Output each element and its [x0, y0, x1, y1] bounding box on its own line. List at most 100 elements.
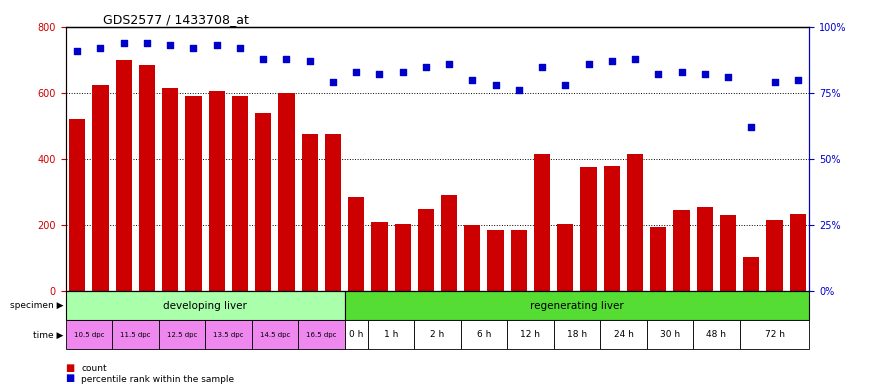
Bar [534, 154, 550, 291]
Text: 12 h: 12 h [521, 330, 541, 339]
Point [442, 61, 456, 67]
Bar [325, 134, 341, 291]
Bar [255, 113, 271, 291]
Point [536, 63, 550, 70]
Point [233, 45, 247, 51]
Bar [739, 320, 809, 349]
Point [186, 45, 200, 51]
Bar [205, 320, 252, 349]
Bar [139, 65, 155, 291]
Text: 72 h: 72 h [765, 330, 785, 339]
Bar [465, 225, 480, 291]
Text: 30 h: 30 h [660, 330, 680, 339]
Bar [66, 320, 112, 349]
Bar [650, 227, 667, 291]
Bar [674, 210, 690, 291]
Text: 11.5 dpc: 11.5 dpc [120, 332, 150, 338]
Point [791, 77, 805, 83]
Bar [302, 134, 318, 291]
Text: developing liver: developing liver [163, 301, 247, 311]
Point [116, 40, 130, 46]
Point [140, 40, 154, 46]
Bar [158, 320, 205, 349]
Bar [693, 320, 739, 349]
Point [651, 71, 665, 78]
Bar [368, 320, 414, 349]
Point [628, 56, 642, 62]
Text: 1 h: 1 h [384, 330, 398, 339]
Point [582, 61, 596, 67]
Text: 18 h: 18 h [567, 330, 587, 339]
Bar [507, 320, 554, 349]
Text: ■: ■ [66, 362, 75, 372]
Bar [112, 320, 158, 349]
Bar [345, 320, 368, 349]
Bar [66, 291, 345, 320]
Bar [232, 96, 248, 291]
Bar [626, 154, 643, 291]
Bar [511, 230, 527, 291]
Text: ■: ■ [66, 373, 75, 383]
Text: 14.5 dpc: 14.5 dpc [260, 332, 290, 338]
Point [767, 79, 781, 86]
Bar [557, 223, 573, 291]
Point [558, 82, 572, 88]
Bar [580, 167, 597, 291]
Bar [278, 93, 295, 291]
Bar [414, 320, 461, 349]
Point [373, 71, 387, 78]
Bar [696, 207, 713, 291]
Text: 6 h: 6 h [477, 330, 491, 339]
Text: 24 h: 24 h [613, 330, 634, 339]
Bar [208, 91, 225, 291]
Point [70, 48, 84, 54]
Bar [395, 223, 410, 291]
Bar [647, 320, 693, 349]
Text: 2 h: 2 h [430, 330, 444, 339]
Point [279, 56, 293, 62]
Bar [116, 60, 132, 291]
Bar [600, 320, 647, 349]
Point [396, 69, 410, 75]
Text: 12.5 dpc: 12.5 dpc [166, 332, 197, 338]
Bar [348, 197, 364, 291]
Bar [252, 320, 298, 349]
Bar [554, 320, 600, 349]
Bar [298, 320, 345, 349]
Bar [186, 96, 201, 291]
Text: 13.5 dpc: 13.5 dpc [214, 332, 243, 338]
Bar [69, 119, 86, 291]
Text: 10.5 dpc: 10.5 dpc [74, 332, 104, 338]
Point [488, 82, 502, 88]
Bar [487, 230, 504, 291]
Point [419, 63, 433, 70]
Point [256, 56, 270, 62]
Text: GDS2577 / 1433708_at: GDS2577 / 1433708_at [103, 13, 248, 26]
Point [512, 87, 526, 93]
Point [605, 58, 619, 65]
Point [349, 69, 363, 75]
Bar [441, 195, 458, 291]
Bar [789, 214, 806, 291]
Point [675, 69, 689, 75]
Bar [720, 215, 736, 291]
Point [303, 58, 317, 65]
Bar [93, 85, 108, 291]
Bar [766, 220, 782, 291]
Text: count: count [81, 364, 107, 373]
Bar [743, 257, 760, 291]
Bar [461, 320, 507, 349]
Text: 48 h: 48 h [706, 330, 726, 339]
Bar [345, 291, 809, 320]
Bar [604, 166, 620, 291]
Point [697, 71, 711, 78]
Text: percentile rank within the sample: percentile rank within the sample [81, 375, 235, 384]
Point [94, 45, 108, 51]
Bar [162, 88, 178, 291]
Text: 16.5 dpc: 16.5 dpc [306, 332, 337, 338]
Point [164, 42, 178, 48]
Text: 0 h: 0 h [349, 330, 363, 339]
Point [210, 42, 224, 48]
Bar [371, 222, 388, 291]
Point [466, 77, 480, 83]
